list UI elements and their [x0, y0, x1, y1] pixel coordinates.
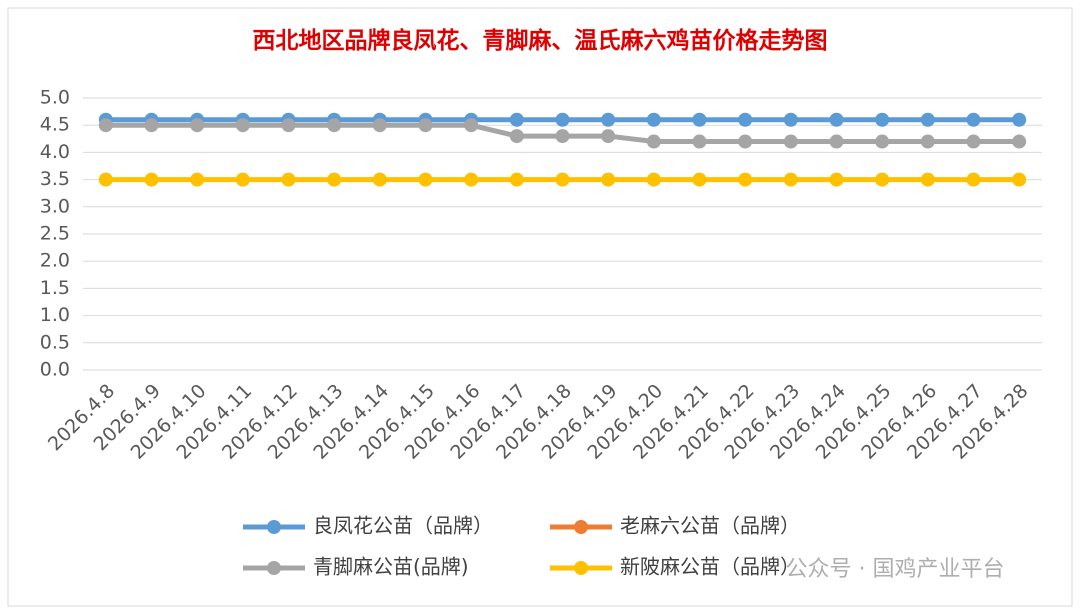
- data-point: [418, 118, 433, 133]
- y-tick-label: 4.5: [40, 114, 70, 136]
- watermark: 公众号 · 国鸡产业平台: [786, 557, 1005, 582]
- legend-marker: [574, 561, 588, 575]
- data-point: [190, 118, 205, 133]
- legend-label: 新陂麻公苗（品牌）: [620, 555, 800, 579]
- data-point: [966, 172, 981, 187]
- data-point: [235, 172, 250, 187]
- data-point: [1012, 112, 1027, 127]
- data-point: [372, 172, 387, 187]
- y-tick-label: 3.0: [40, 195, 70, 217]
- data-point: [920, 112, 935, 127]
- data-point: [875, 134, 890, 149]
- y-tick-label: 0.0: [40, 359, 70, 381]
- legend-marker: [267, 561, 281, 575]
- data-point: [783, 112, 798, 127]
- data-point: [601, 112, 616, 127]
- data-point: [646, 134, 661, 149]
- data-point: [692, 172, 707, 187]
- data-point: [144, 118, 159, 133]
- data-point: [327, 172, 342, 187]
- data-point: [144, 172, 159, 187]
- data-point: [509, 112, 524, 127]
- y-tick-label: 2.5: [40, 223, 70, 245]
- data-point: [738, 172, 753, 187]
- legend-label: 老麻六公苗（品牌）: [620, 514, 800, 538]
- y-tick-label: 5.0: [40, 87, 70, 109]
- data-point: [783, 172, 798, 187]
- data-point: [555, 112, 570, 127]
- data-point: [966, 134, 981, 149]
- data-point: [509, 172, 524, 187]
- data-point: [235, 118, 250, 133]
- data-point: [875, 172, 890, 187]
- data-point: [190, 172, 205, 187]
- data-point: [464, 172, 479, 187]
- data-point: [281, 118, 296, 133]
- data-point: [920, 134, 935, 149]
- data-point: [829, 172, 844, 187]
- data-point: [783, 134, 798, 149]
- data-point: [372, 118, 387, 133]
- data-point: [555, 172, 570, 187]
- data-point: [692, 112, 707, 127]
- data-point: [464, 118, 479, 133]
- chart-border: [7, 7, 1073, 607]
- y-tick-label: 1.0: [40, 304, 70, 326]
- data-point: [738, 112, 753, 127]
- chart-title: 西北地区品牌良凤花、青脚麻、温氏麻六鸡苗价格走势图: [253, 27, 828, 54]
- legend-label: 良凤花公苗（品牌）: [313, 514, 493, 538]
- data-point: [920, 172, 935, 187]
- data-point: [601, 172, 616, 187]
- legend-label: 青脚麻公苗(品牌): [313, 555, 469, 579]
- data-point: [692, 134, 707, 149]
- y-tick-label: 3.5: [40, 168, 70, 190]
- data-point: [966, 112, 981, 127]
- y-tick-label: 1.5: [40, 277, 70, 299]
- data-point: [1012, 134, 1027, 149]
- data-point: [98, 172, 113, 187]
- legend-marker: [267, 520, 281, 534]
- data-point: [509, 129, 524, 144]
- y-tick-label: 4.0: [40, 141, 70, 163]
- data-point: [646, 172, 661, 187]
- data-point: [646, 112, 661, 127]
- data-point: [1012, 172, 1027, 187]
- legend-marker: [574, 520, 588, 534]
- data-point: [327, 118, 342, 133]
- y-tick-label: 2.0: [40, 250, 70, 272]
- data-point: [829, 112, 844, 127]
- data-point: [281, 172, 296, 187]
- data-point: [829, 134, 844, 149]
- data-point: [98, 118, 113, 133]
- data-point: [738, 134, 753, 149]
- data-point: [875, 112, 890, 127]
- y-tick-label: 0.5: [40, 331, 70, 353]
- data-point: [418, 172, 433, 187]
- data-point: [555, 129, 570, 144]
- data-point: [601, 129, 616, 144]
